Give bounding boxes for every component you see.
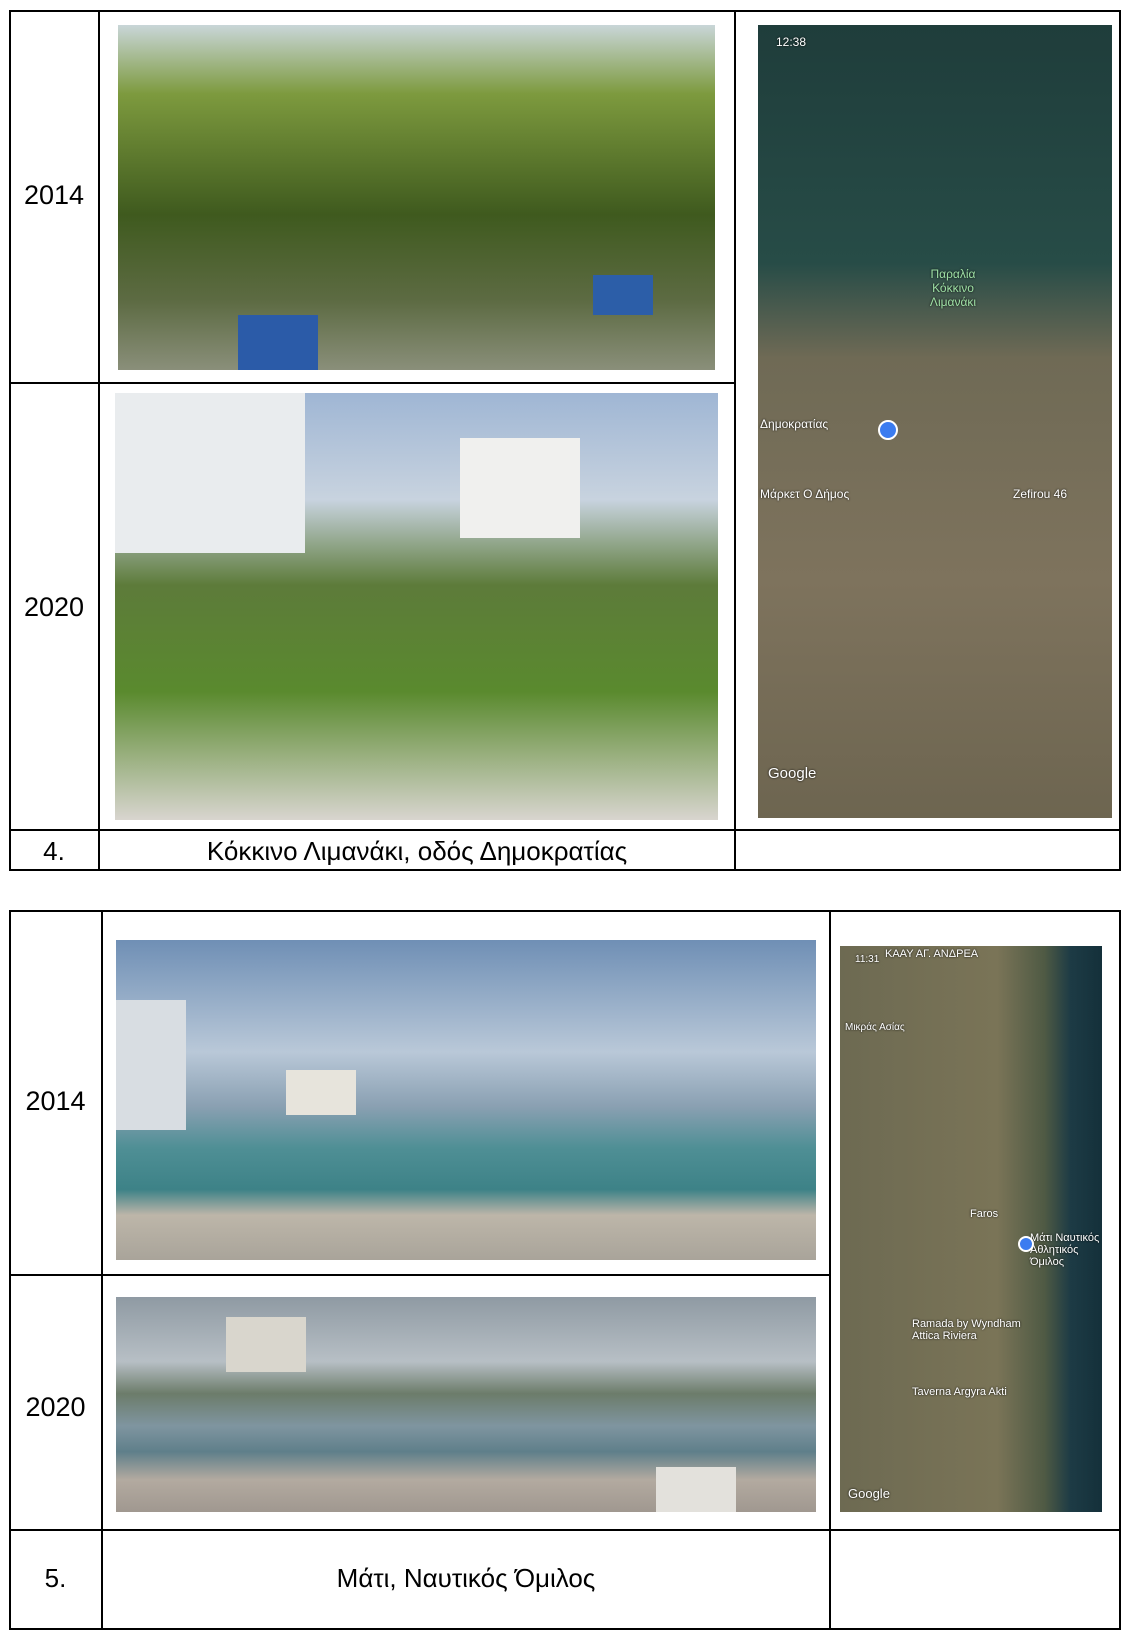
rule bbox=[9, 382, 736, 384]
row-number: 5. bbox=[10, 1563, 101, 1594]
photo bbox=[115, 393, 718, 820]
map-label: Faros bbox=[970, 1208, 998, 1220]
map-label: ΚΑΑΥ ΑΓ. ΑΝΔΡΕΑ bbox=[885, 948, 978, 960]
caption: Κόκκινο Λιμανάκι, οδός Δημοκρατίας bbox=[100, 836, 734, 867]
map-label: Μάτι Ναυτικός Αθλητικός Όμιλος bbox=[1030, 1232, 1102, 1268]
rule bbox=[9, 1529, 1121, 1531]
map-label: 11:31 bbox=[855, 954, 879, 965]
map-screenshot: 11:31 ΚΑΑΥ ΑΓ. ΑΝΔΡΕΑ Μικράς Ασίας Faros… bbox=[840, 946, 1102, 1512]
row-number: 4. bbox=[10, 836, 98, 867]
rule bbox=[98, 10, 100, 871]
map-label: Google bbox=[848, 1486, 890, 1501]
rule bbox=[829, 910, 831, 1630]
year-label: 2020 bbox=[10, 1392, 101, 1423]
year-label: 2014 bbox=[10, 180, 98, 211]
map-label: Μικράς Ασίας bbox=[845, 1022, 905, 1033]
map-label: Μάρκετ Ο Δήμος bbox=[760, 487, 849, 501]
map-label: Zefirou 46 bbox=[1013, 487, 1067, 501]
rule bbox=[734, 10, 736, 871]
rule bbox=[101, 910, 103, 1630]
map-label: Google bbox=[768, 765, 816, 782]
year-label: 2014 bbox=[10, 1086, 101, 1117]
map-label: Παραλία Κόκκινο Λιμανάκι bbox=[918, 267, 988, 309]
rule bbox=[9, 1274, 831, 1276]
page: 2014 2020 4. Κόκκινο Λιμανάκι, οδός Δημο… bbox=[0, 0, 1131, 1595]
photo bbox=[116, 1297, 816, 1512]
map-screenshot: 12:38 Παραλία Κόκκινο Λιμανάκι Δημοκρατί… bbox=[758, 25, 1112, 818]
caption: Μάτι, Ναυτικός Όμιλος bbox=[103, 1563, 829, 1594]
map-label: Taverna Argyra Akti bbox=[912, 1386, 1007, 1398]
photo bbox=[118, 25, 715, 370]
map-label: Δημοκρατίας bbox=[760, 417, 828, 431]
map-label: Ramada by Wyndham Attica Riviera bbox=[912, 1318, 1042, 1342]
rule bbox=[9, 829, 1121, 831]
year-label: 2020 bbox=[10, 592, 98, 623]
photo bbox=[116, 940, 816, 1260]
map-label: 12:38 bbox=[776, 35, 806, 49]
